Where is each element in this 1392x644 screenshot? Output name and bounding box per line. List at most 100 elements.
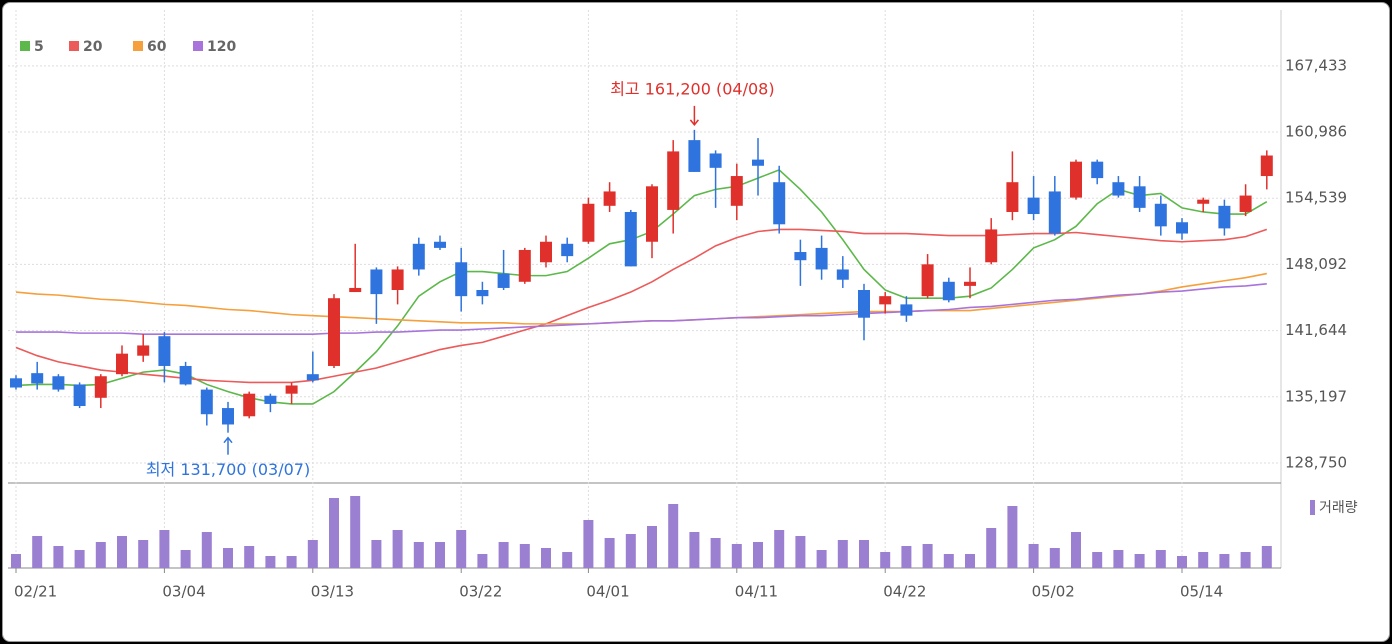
volume-bar (307, 540, 318, 568)
volume-bar (731, 544, 742, 568)
candle-body (137, 345, 150, 356)
legend-swatch (20, 41, 30, 51)
legend-swatch (133, 41, 143, 51)
x-tick-label: 02/21 (14, 583, 57, 601)
candle-body (10, 378, 22, 388)
candle-body (222, 408, 234, 425)
volume-bar (498, 542, 509, 568)
candle-body (794, 252, 807, 261)
volume-bar (180, 550, 191, 568)
volume-bar (329, 498, 339, 568)
legend-swatch (69, 41, 79, 51)
volume-bar (477, 554, 488, 568)
volume-bar (392, 530, 403, 568)
candle-body (1006, 182, 1019, 212)
volume-bar (1113, 550, 1124, 568)
volume-bar (1092, 552, 1103, 568)
volume-bar (668, 504, 679, 568)
x-tick-label: 03/13 (311, 583, 354, 601)
volume-bar (880, 552, 891, 568)
y-tick-label: 128,750 (1285, 453, 1347, 471)
legend-swatch (193, 41, 203, 51)
x-tick-label: 03/22 (459, 583, 502, 601)
volume-bar (350, 496, 361, 568)
candle-body (1239, 195, 1252, 212)
candle-body (582, 203, 595, 242)
volume-bar (1028, 544, 1039, 568)
candle-body (985, 229, 998, 263)
candle-body (73, 384, 86, 407)
volume-bar (32, 536, 43, 568)
y-tick-label: 167,433 (1285, 56, 1347, 74)
volume-bar (562, 552, 573, 568)
volume-bar (1071, 532, 1081, 568)
volume-bar (286, 556, 297, 568)
candle-body (116, 353, 128, 375)
volume-bar (1177, 556, 1187, 568)
candle-body (921, 264, 934, 297)
volume-bar (456, 530, 467, 568)
candle-body (752, 159, 764, 166)
legend-label: 5 (34, 39, 44, 55)
volume-bar (986, 528, 997, 568)
candle-body (349, 287, 362, 293)
volume-bar (541, 548, 551, 568)
ma-line (16, 283, 1267, 335)
volume-bar (159, 530, 170, 568)
volume-bar (922, 544, 933, 568)
ma-line (15, 228, 1268, 384)
volume-bar (1134, 554, 1145, 568)
volume-bar (710, 538, 721, 568)
volume-bar (965, 554, 975, 568)
candle-body (52, 376, 65, 390)
ma-line (15, 168, 1268, 405)
candle-body (434, 241, 446, 248)
legend-label: 20 (83, 39, 103, 55)
y-tick-label: 135,197 (1285, 387, 1347, 405)
volume-bar (74, 550, 85, 568)
candle-body (518, 249, 531, 282)
volume-bar (837, 540, 848, 568)
candle-body (285, 385, 298, 394)
annotation-arrowhead (689, 119, 699, 127)
volume-bar (689, 532, 700, 568)
candle-body (603, 191, 616, 206)
candle-body (1133, 186, 1146, 208)
candle-body (158, 336, 171, 366)
y-tick-label: 148,092 (1285, 255, 1347, 273)
candle-body (667, 151, 680, 210)
volume-bar (435, 542, 445, 568)
x-tick-label: 04/11 (735, 583, 778, 601)
volume-bar (604, 538, 615, 568)
volume-bar (1261, 546, 1272, 568)
volume-bar (1007, 506, 1018, 568)
volume-bar (53, 546, 64, 568)
candle-body (815, 247, 828, 270)
volume-legend-swatch (1310, 500, 1315, 515)
volume-bar (583, 520, 594, 568)
candle-body (1091, 161, 1104, 179)
candle-body (1197, 199, 1210, 204)
candle-body (624, 211, 637, 267)
volume-bar (413, 542, 424, 568)
candle-body (264, 395, 277, 404)
volume-bar (1049, 548, 1060, 568)
volume-legend-label: 거래량 (1319, 500, 1358, 516)
candle-body (200, 389, 213, 415)
y-tick-label: 160,986 (1285, 123, 1347, 141)
candle-body (476, 289, 489, 297)
volume-bar (647, 526, 657, 568)
volume-bar (943, 554, 954, 568)
candle-body (391, 269, 404, 290)
volume-bar (795, 536, 806, 568)
candle-body (31, 373, 44, 384)
candle-body (900, 304, 913, 316)
legend-label: 120 (207, 39, 236, 55)
volume-bar (1240, 552, 1251, 568)
volume-bar (625, 534, 636, 568)
annotation-label: 최저 131,700 (03/07) (146, 460, 310, 479)
volume-bar (223, 548, 233, 568)
candle-body (540, 241, 552, 263)
